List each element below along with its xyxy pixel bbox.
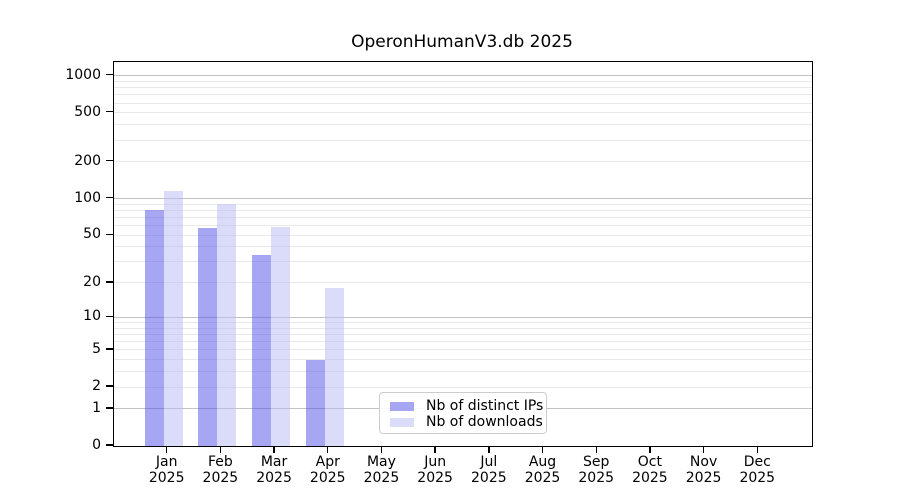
y-tick-mark — [106, 385, 113, 387]
x-tick-label-may: May 2025 — [363, 454, 400, 486]
x-tick-label-dec: Dec 2025 — [739, 454, 776, 486]
gridline-major — [114, 316, 812, 318]
x-tick-mark — [380, 446, 383, 453]
x-tick-mark — [273, 446, 275, 453]
gridline-major — [114, 198, 812, 200]
y-tick-mark — [106, 111, 113, 113]
gridline-minor — [114, 334, 812, 336]
legend-swatch-downloads — [390, 417, 414, 427]
bar-feb-distinct-ips — [198, 228, 218, 446]
bar-apr-distinct-ips — [305, 359, 325, 446]
y-tick-mark — [106, 407, 113, 409]
gridline-minor — [114, 217, 812, 219]
y-tick-label: 50 — [83, 226, 101, 243]
y-tick-mark — [106, 348, 113, 350]
gridline-minor — [114, 139, 812, 141]
gridline-minor — [114, 246, 812, 248]
y-tick-label: 20 — [83, 273, 101, 290]
legend-label-downloads: Nb of downloads — [426, 414, 543, 430]
y-tick-label: 500 — [74, 103, 101, 120]
y-tick-mark — [106, 233, 113, 235]
x-tick-label-jul: Jul 2025 — [471, 454, 507, 486]
gridline-minor — [114, 94, 812, 96]
y-tick-label: 1000 — [65, 66, 101, 83]
x-tick-mark — [327, 446, 329, 453]
y-tick-mark — [106, 281, 113, 283]
gridline-minor — [114, 386, 812, 388]
gridline-minor — [114, 225, 812, 227]
x-tick-mark — [649, 446, 651, 453]
gridline-minor — [114, 322, 812, 324]
gridline-minor — [114, 327, 812, 329]
gridline-minor — [114, 359, 812, 361]
y-tick-mark — [106, 196, 113, 199]
y-tick-label: 100 — [74, 189, 101, 206]
x-tick-mark — [488, 446, 490, 453]
x-tick-mark — [702, 446, 705, 453]
plot-area: Nb of distinct IPs Nb of downloads — [113, 61, 813, 447]
bar-jan-distinct-ips — [144, 209, 164, 446]
y-tick-mark — [106, 73, 113, 76]
y-tick-label: 2 — [92, 378, 101, 395]
chart-title: OperonHumanV3.db 2025 — [351, 32, 573, 52]
gridline-minor — [114, 102, 812, 104]
bar-feb-downloads — [217, 203, 237, 446]
bar-mar-distinct-ips — [252, 255, 272, 446]
legend-item-distinct-ips: Nb of distinct IPs — [390, 398, 546, 414]
x-tick-label-feb: Feb 2025 — [202, 454, 239, 486]
gridline-minor — [114, 124, 812, 126]
x-tick-label-mar: Mar 2025 — [256, 454, 292, 486]
y-tick-label: 0 — [92, 437, 101, 453]
x-tick-label-nov: Nov 2025 — [685, 454, 722, 486]
gridline-minor — [114, 341, 812, 343]
y-tick-mark — [106, 160, 113, 162]
gridline-minor — [114, 161, 812, 163]
y-tick-label: 200 — [74, 152, 101, 169]
gridline-minor — [114, 112, 812, 114]
legend-swatch-distinct-ips — [390, 401, 414, 411]
x-tick-label-sep: Sep 2025 — [578, 454, 615, 486]
legend-item-downloads: Nb of downloads — [390, 414, 546, 430]
x-tick-mark — [165, 446, 168, 453]
x-tick-mark — [595, 446, 597, 453]
gridline-minor — [114, 234, 812, 236]
x-tick-label-oct: Oct 2025 — [632, 454, 668, 486]
x-tick-label-aug: Aug 2025 — [524, 454, 561, 486]
bar-mar-downloads — [271, 226, 291, 446]
x-tick-label-apr: Apr 2025 — [309, 454, 346, 486]
bar-jan-downloads — [163, 191, 183, 446]
y-tick-mark — [106, 444, 113, 446]
x-tick-mark — [541, 446, 544, 453]
gridline-minor — [114, 261, 812, 263]
x-tick-label-jun: Jun 2025 — [417, 454, 453, 486]
x-tick-mark — [434, 446, 436, 453]
y-tick-label: 5 — [92, 340, 101, 357]
gridline-minor — [114, 282, 812, 284]
gridline-minor — [114, 349, 812, 351]
gridline-minor — [114, 80, 812, 82]
x-tick-mark — [219, 446, 222, 453]
x-tick-mark — [756, 446, 758, 453]
y-tick-label: 1 — [92, 399, 101, 416]
x-tick-label-jan: Jan 2025 — [148, 454, 185, 486]
gridline-minor — [114, 209, 812, 211]
legend: Nb of distinct IPs Nb of downloads — [379, 392, 547, 434]
y-tick-label: 10 — [83, 308, 101, 325]
gridline-minor — [114, 203, 812, 205]
gridline-major — [114, 75, 812, 77]
gridline-minor — [114, 87, 812, 89]
gridline-minor — [114, 371, 812, 373]
bar-apr-downloads — [324, 288, 344, 446]
legend-label-distinct-ips: Nb of distinct IPs — [426, 398, 544, 414]
y-tick-mark — [106, 315, 113, 318]
